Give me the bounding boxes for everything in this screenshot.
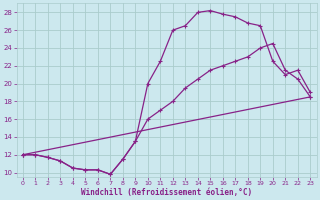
X-axis label: Windchill (Refroidissement éolien,°C): Windchill (Refroidissement éolien,°C) bbox=[81, 188, 252, 197]
